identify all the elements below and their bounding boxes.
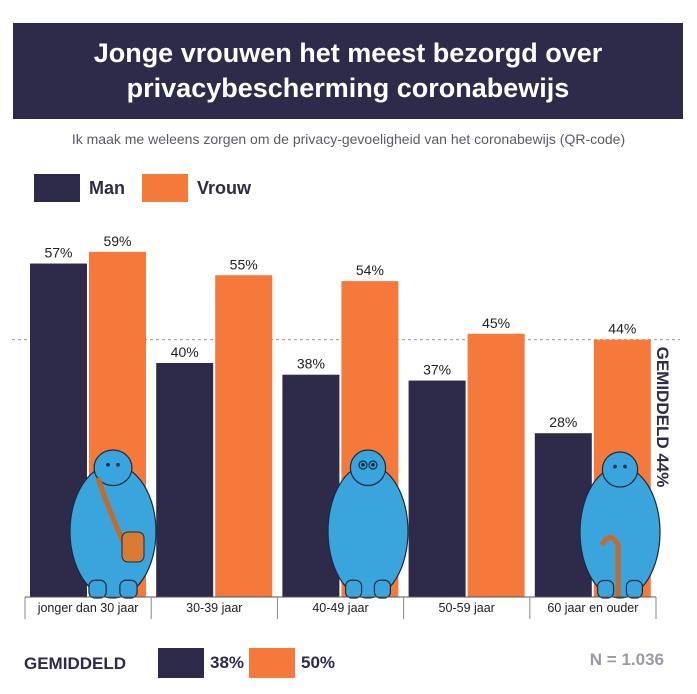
legend-item-man: Man — [34, 174, 125, 202]
data-label-man-3: 38% — [297, 356, 325, 372]
legend-label-man: Man — [89, 177, 125, 198]
x-tick-label-1: jonger dan 30 jaar — [37, 601, 139, 615]
chart-subtitle: Ik maak me weleens zorgen om de privacy-… — [71, 131, 626, 147]
sample-size-label: N = 1.036 — [589, 650, 664, 669]
title-banner: Jonge vrouwen het meest bezorgd over pri… — [13, 23, 683, 119]
mascot-middle-icon — [327, 449, 409, 599]
legend-swatch-vrouw — [142, 174, 188, 202]
data-label-vrouw-3: 54% — [356, 262, 384, 278]
data-label-vrouw-2: 55% — [230, 256, 258, 272]
x-tick-label-4: 50-59 jaar — [439, 601, 495, 615]
bar-vrouw-2 — [215, 275, 273, 597]
legend-swatch-man — [34, 174, 80, 202]
data-label-man-4: 37% — [423, 362, 451, 378]
footer-average-label: GEMIDDELD — [24, 654, 126, 673]
bar-chart: GEMIDDELD 44% 57% 59% 40% 55% 38% 54% 37% 45% 28… — [12, 233, 680, 619]
data-label-vrouw-5: 44% — [608, 321, 636, 337]
bar-man-4 — [408, 380, 466, 597]
data-label-vrouw-4: 45% — [482, 315, 510, 331]
footer-value-vrouw: 50% — [301, 653, 336, 672]
chart-title: Jonge vrouwen het meest bezorgd over pri… — [93, 38, 603, 103]
data-label-man-1: 57% — [44, 245, 72, 261]
legend-label-vrouw: Vrouw — [197, 177, 252, 198]
x-tick-label-5: 60 jaar en ouder — [547, 601, 638, 615]
x-tick-label-3: 40-49 jaar — [312, 601, 368, 615]
x-tick-label-2: 30-39 jaar — [186, 601, 242, 615]
mascot-young-icon — [69, 449, 157, 599]
data-label-man-5: 28% — [549, 414, 577, 430]
legend-item-vrouw: Vrouw — [142, 174, 251, 202]
reference-line-label: GEMIDDELD 44% — [653, 347, 672, 488]
bar-vrouw-4 — [467, 333, 525, 597]
footer-swatch-man — [158, 648, 204, 678]
mascot-elderly-icon — [579, 451, 661, 599]
footer-value-man: 38% — [210, 653, 245, 672]
data-label-man-2: 40% — [171, 344, 199, 360]
bar-man-2 — [156, 363, 214, 597]
footer-swatch-vrouw — [249, 648, 295, 678]
data-label-vrouw-1: 59% — [103, 233, 131, 249]
bar-man-3 — [282, 374, 340, 597]
